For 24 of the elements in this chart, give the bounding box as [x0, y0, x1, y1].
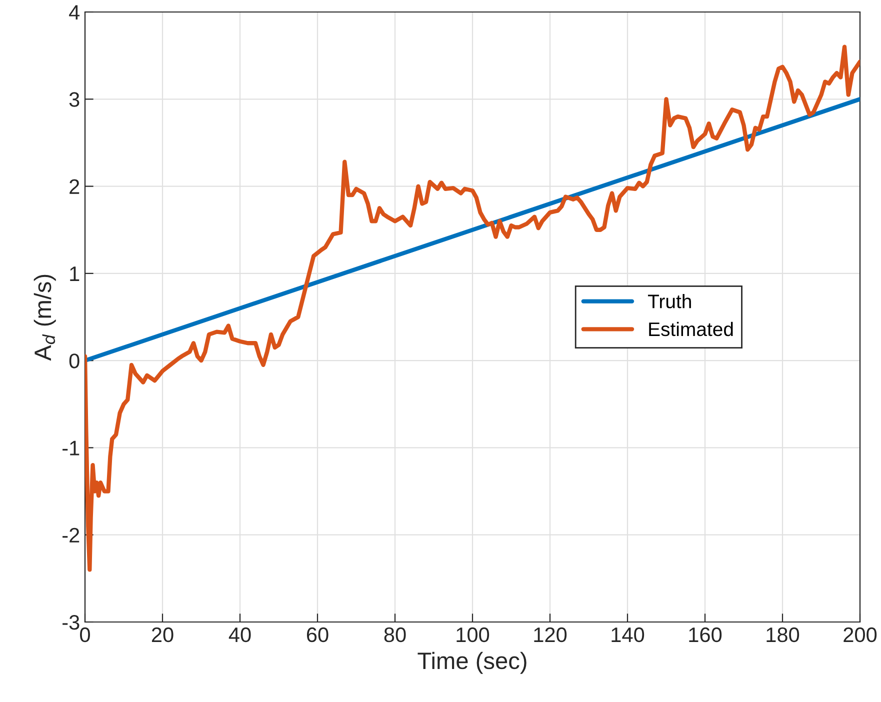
x-tick-label: 60 — [306, 627, 328, 642]
x-tick-label: 100 — [456, 627, 490, 642]
line-series — [85, 44, 860, 572]
x-tick-label: 80 — [384, 627, 406, 642]
y-tick-label: 3 — [69, 92, 80, 107]
x-tick-label: 20 — [152, 627, 174, 642]
y-tick-label: 1 — [70, 266, 80, 281]
x-tick-label: 160 — [689, 627, 722, 642]
y-axis-title: A$_{d}$ (m/s) — [34, 274, 56, 361]
legend-label: Truth — [648, 294, 691, 308]
y-tick-label: 2 — [70, 179, 80, 194]
x-axis-title: Time (sec) — [418, 652, 526, 674]
x-tick-label: 0 — [80, 627, 90, 642]
y-tick-label: -1 — [62, 440, 80, 456]
legend-label: Estimated — [649, 322, 733, 336]
y-tick-label: -3 — [62, 615, 80, 630]
y-tick-label: -2 — [62, 528, 80, 542]
x-tick-label: 120 — [534, 627, 567, 642]
x-tick-label: 200 — [844, 627, 877, 642]
y-tick-label: 4 — [69, 5, 80, 20]
x-tick-label: 180 — [766, 627, 800, 642]
x-tick-label: 40 — [228, 627, 251, 642]
x-tick-label: 140 — [612, 627, 644, 642]
y-tick-label: 0 — [69, 354, 80, 368]
